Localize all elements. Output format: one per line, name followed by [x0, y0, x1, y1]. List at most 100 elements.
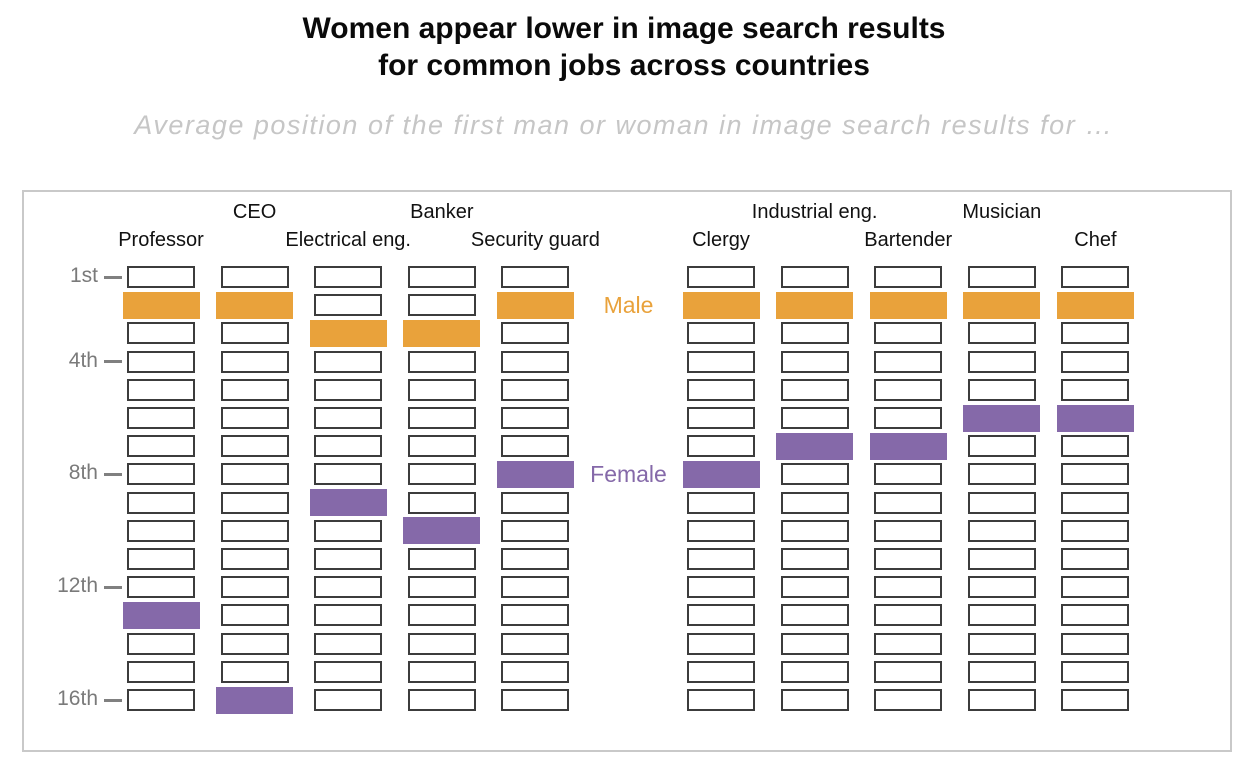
position-slot [127, 407, 195, 429]
position-slot [220, 491, 289, 514]
position-slot [1061, 378, 1130, 401]
position-slot [501, 266, 570, 288]
position-slot [407, 435, 476, 458]
position-slot [407, 266, 476, 288]
female-position-box [216, 686, 294, 714]
position-slot [1061, 266, 1130, 288]
column-label: Musician [962, 201, 1042, 223]
position-slot [687, 435, 755, 458]
position-slot [1061, 519, 1130, 542]
position-slot [501, 548, 570, 570]
position-slot [874, 350, 943, 373]
position-slot [967, 378, 1036, 401]
y-tick-label: 8th [68, 461, 98, 485]
position-slot [501, 350, 570, 373]
y-tick-mark [104, 472, 122, 476]
position-slot [687, 548, 755, 570]
position-slot [967, 435, 1036, 458]
position-slot [220, 322, 289, 345]
position-slot [687, 689, 755, 711]
position-slot [501, 407, 570, 429]
column-label: CEO [232, 201, 277, 223]
position-slot [127, 378, 195, 401]
position-slot [967, 266, 1036, 288]
female-position-box [1056, 404, 1134, 432]
chart-title-line2: for common jobs across countries [378, 49, 870, 82]
position-slot [1061, 576, 1130, 599]
position-slot [687, 519, 755, 542]
position-slot [220, 632, 289, 655]
chart-subtitle: Average position of the first man or wom… [134, 110, 1114, 140]
position-slot [1061, 689, 1130, 711]
y-tick-label: 16th [57, 687, 98, 710]
column-label: Banker [410, 201, 474, 223]
position-slot [687, 350, 755, 373]
position-slot [407, 350, 476, 373]
position-slot [687, 604, 755, 627]
position-slot [1061, 435, 1130, 458]
position-slot [780, 660, 849, 683]
position-slot [874, 519, 943, 542]
position-slot [780, 632, 849, 655]
position-slot [220, 435, 289, 458]
position-slot [407, 378, 476, 401]
position-slot [967, 350, 1036, 373]
y-tick-mark [104, 275, 122, 279]
y-tick-mark [104, 360, 122, 364]
position-slot [314, 266, 383, 288]
position-slot [1061, 491, 1130, 514]
position-slot [314, 294, 383, 317]
position-slot [407, 660, 476, 683]
position-slot [687, 576, 755, 599]
female-position-box [682, 460, 760, 488]
position-slot [407, 604, 476, 627]
position-slot [314, 632, 383, 655]
position-slot [780, 604, 849, 627]
position-slot [780, 322, 849, 345]
position-slot [127, 463, 195, 486]
position-slot [407, 407, 476, 429]
position-slot [687, 322, 755, 345]
y-tick-mark [104, 585, 122, 589]
position-slot [874, 407, 943, 429]
female-position-box [122, 601, 200, 629]
column-label: Professor [118, 229, 204, 251]
female-position-box [496, 460, 574, 488]
position-slot [780, 491, 849, 514]
position-slot [220, 548, 289, 570]
position-slot [1061, 660, 1130, 683]
position-slot [407, 548, 476, 570]
position-slot [874, 689, 943, 711]
position-slot [967, 548, 1036, 570]
position-slot [314, 435, 383, 458]
position-slot [687, 632, 755, 655]
position-slot [501, 576, 570, 599]
position-slot [127, 350, 195, 373]
position-slot [780, 266, 849, 288]
y-tick-label: 12th [57, 574, 98, 598]
position-slot [220, 266, 289, 288]
position-slot [127, 548, 195, 570]
position-slot [501, 435, 570, 458]
female-position-box [869, 432, 947, 460]
position-slot [501, 378, 570, 401]
position-slot [874, 660, 943, 683]
position-slot [220, 576, 289, 599]
position-slot [314, 463, 383, 486]
position-slot [780, 350, 849, 373]
position-slot [874, 322, 943, 345]
male-position-box [963, 291, 1041, 319]
position-slot [501, 491, 570, 514]
position-slot [780, 407, 849, 429]
position-slot [780, 548, 849, 570]
position-slot [967, 519, 1036, 542]
position-slot [314, 689, 383, 711]
position-slot [220, 519, 289, 542]
female-position-box [403, 517, 481, 545]
position-slot [1061, 463, 1130, 486]
y-tick-mark [104, 698, 122, 702]
legend-male-label: Male [603, 292, 654, 319]
position-slot [501, 604, 570, 627]
position-slot [874, 378, 943, 401]
